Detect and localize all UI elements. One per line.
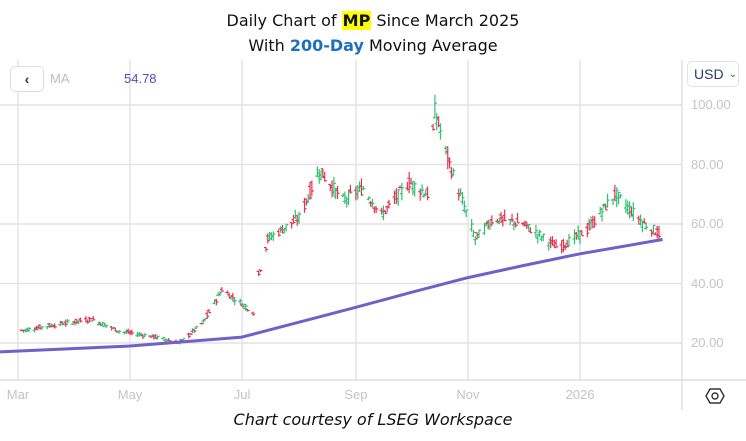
y-axis-label: 60.00: [691, 216, 724, 231]
settings-hexagon-icon[interactable]: [705, 386, 725, 406]
ma-period-highlight: 200-Day: [289, 36, 364, 55]
chart-title-line1: Daily Chart of MP Since March 2025: [226, 11, 520, 30]
x-axis-label: May: [117, 387, 143, 402]
x-axis-label: Mar: [6, 387, 30, 402]
x-axis-label: Nov: [456, 387, 480, 402]
x-axis-label: Sep: [344, 387, 368, 402]
x-axis-label: 2026: [565, 387, 595, 402]
ma-legend-label: MA: [50, 71, 70, 86]
collapse-legend-button[interactable]: ‹: [10, 66, 44, 92]
y-axis-label: 100.00: [691, 97, 731, 112]
chevron-left-icon: ‹: [24, 71, 30, 87]
chevron-down-icon: ⌄: [728, 68, 737, 80]
moving-average-line: [0, 238, 663, 354]
ticker-highlight: MP: [341, 11, 372, 30]
y-axis-label: 20.00: [691, 335, 724, 350]
chart-caption: Chart courtesy of LSEG Workspace: [233, 410, 513, 429]
y-axis-label: 80.00: [691, 156, 724, 172]
chart-title-line2: With 200-Day Moving Average: [248, 36, 498, 55]
currency-selector[interactable]: USD ⌄: [687, 61, 739, 87]
price-chart[interactable]: [0, 0, 746, 410]
x-axis-label: Jul: [233, 387, 251, 402]
ma-legend-value: 54.78: [124, 71, 157, 86]
y-axis-label: 40.00: [691, 275, 724, 291]
